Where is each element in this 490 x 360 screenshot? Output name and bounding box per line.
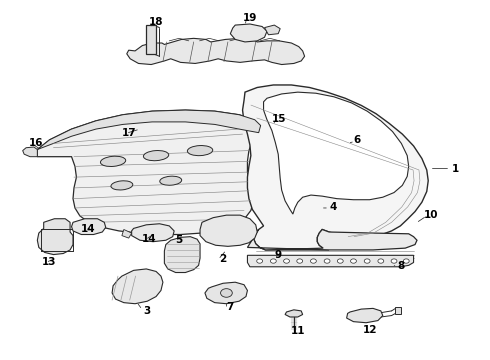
Text: 17: 17 — [122, 128, 137, 138]
Circle shape — [337, 259, 343, 263]
Polygon shape — [122, 229, 132, 238]
Polygon shape — [37, 110, 261, 234]
Polygon shape — [164, 237, 200, 273]
Text: 8: 8 — [398, 261, 405, 271]
Text: 15: 15 — [272, 114, 287, 124]
Polygon shape — [285, 310, 303, 317]
Text: 16: 16 — [28, 139, 43, 148]
Text: 2: 2 — [220, 254, 227, 264]
Text: 19: 19 — [243, 13, 257, 23]
Text: 11: 11 — [291, 325, 305, 336]
Circle shape — [324, 259, 330, 263]
Polygon shape — [265, 25, 280, 35]
Text: 18: 18 — [149, 17, 163, 27]
Circle shape — [311, 259, 317, 263]
Polygon shape — [37, 110, 261, 149]
Circle shape — [391, 259, 397, 263]
Polygon shape — [205, 282, 247, 304]
Circle shape — [403, 259, 409, 263]
Circle shape — [284, 259, 290, 263]
Ellipse shape — [160, 176, 182, 185]
Polygon shape — [37, 219, 73, 255]
Text: 9: 9 — [275, 250, 282, 260]
Polygon shape — [112, 269, 163, 304]
Polygon shape — [72, 219, 106, 234]
Text: 5: 5 — [175, 235, 183, 245]
Text: 12: 12 — [362, 325, 377, 335]
Polygon shape — [132, 224, 174, 242]
Ellipse shape — [100, 156, 126, 166]
Circle shape — [350, 259, 356, 263]
Polygon shape — [247, 229, 417, 250]
Polygon shape — [230, 24, 267, 42]
Text: 7: 7 — [227, 302, 234, 312]
Polygon shape — [127, 39, 305, 64]
Text: 4: 4 — [329, 202, 337, 212]
Text: 13: 13 — [41, 257, 56, 267]
Ellipse shape — [187, 145, 213, 156]
Polygon shape — [264, 92, 409, 214]
Text: 1: 1 — [451, 163, 459, 174]
Polygon shape — [243, 85, 428, 250]
Polygon shape — [147, 25, 156, 54]
Ellipse shape — [111, 181, 133, 190]
Text: 3: 3 — [144, 306, 151, 316]
Circle shape — [297, 259, 303, 263]
Ellipse shape — [144, 150, 169, 161]
Polygon shape — [394, 307, 401, 315]
Circle shape — [378, 259, 384, 263]
Circle shape — [257, 259, 263, 263]
Polygon shape — [346, 309, 383, 323]
Circle shape — [270, 259, 276, 263]
Circle shape — [220, 289, 232, 297]
Text: 6: 6 — [354, 135, 361, 145]
Text: 14: 14 — [80, 225, 95, 234]
Polygon shape — [247, 255, 414, 267]
Circle shape — [364, 259, 370, 263]
Text: 10: 10 — [423, 210, 438, 220]
Polygon shape — [200, 215, 257, 246]
Text: 14: 14 — [142, 234, 156, 244]
Polygon shape — [23, 147, 37, 157]
